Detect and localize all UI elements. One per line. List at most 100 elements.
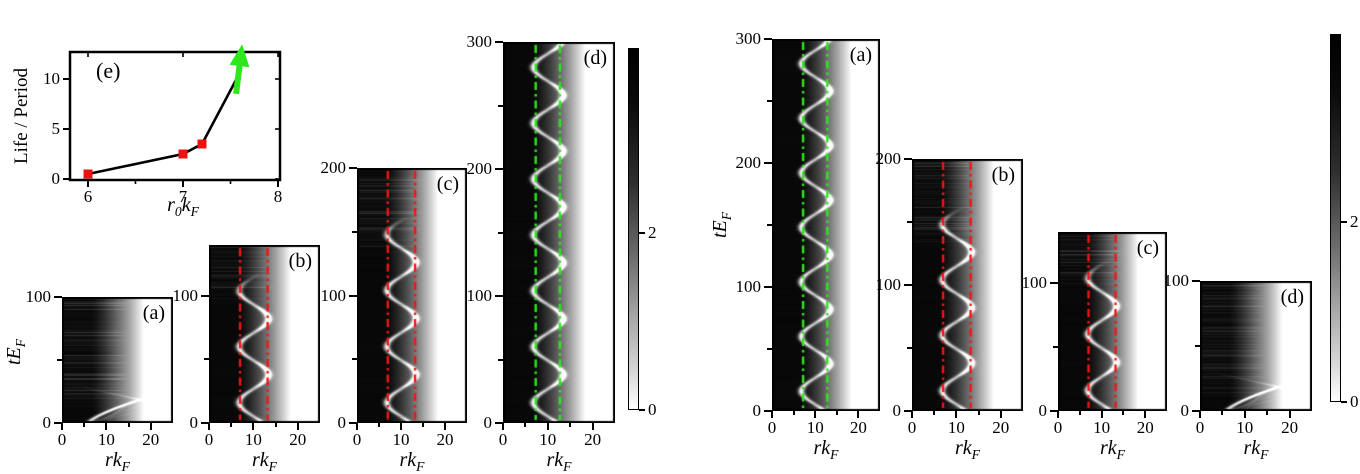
heatmap-panel-c [1058, 232, 1167, 411]
y-tick-mark [764, 410, 772, 412]
y-tick-mark [495, 295, 503, 297]
y-tick-label: 0 [483, 413, 493, 432]
y-minor-tick-mark [767, 348, 772, 350]
y-tick-label: 100 [320, 285, 347, 305]
y-tick-mark [1192, 280, 1200, 282]
x-tick-label: 20 [1281, 418, 1299, 437]
y-tick-mark [1192, 410, 1200, 412]
x-tick-label: 10 [244, 430, 262, 449]
inset-life-period-plot [63, 44, 282, 187]
x-minor-tick-mark [1266, 411, 1269, 415]
x-minor-tick-mark [378, 423, 380, 427]
x-tick-label: 0 [1195, 418, 1205, 437]
heatmap-panel-b [912, 159, 1023, 411]
colorbar [628, 48, 639, 410]
x-tick-label: 10 [806, 418, 824, 437]
colorbar-tick-label: 0 [648, 400, 657, 419]
inset-y-tick-label: 5 [51, 119, 61, 138]
y-tick-mark [495, 41, 503, 43]
y-minor-tick-mark [498, 104, 503, 107]
y-tick-label: 200 [466, 159, 493, 178]
x-minor-tick-mark [274, 423, 277, 427]
inset-data-line [87, 75, 240, 176]
x-tick-label: 0 [57, 430, 67, 449]
y-tick-mark [1050, 410, 1058, 412]
x-minor-tick-mark [422, 423, 424, 427]
y-tick-label: 100 [466, 286, 493, 305]
colorbar-tick-label: 2 [1350, 211, 1359, 231]
x-tick-mark [502, 423, 504, 430]
y-minor-tick-mark [767, 100, 772, 102]
x-tick-label: 10 [1093, 418, 1111, 437]
panel-label: (c) [436, 173, 459, 195]
inset-y-tick-label: 0 [51, 169, 61, 188]
y-tick-mark [349, 167, 357, 169]
heatmap-panel-c [357, 168, 467, 423]
x-tick-label: 10 [97, 430, 115, 449]
x-tick-mark [546, 423, 549, 430]
heatmap-panel-a [772, 39, 880, 411]
y-tick-label: 100 [1163, 271, 1190, 290]
x-tick-mark [444, 423, 446, 430]
x-tick-mark [149, 423, 152, 430]
x-tick-label: 20 [584, 430, 602, 449]
x-minor-tick-mark [792, 411, 795, 415]
colorbar-tick-mark [1341, 401, 1347, 403]
x-axis-label: rkF [813, 437, 839, 462]
x-tick-mark [911, 411, 913, 418]
colorbar-tick-mark [639, 409, 645, 411]
x-minor-tick-mark [230, 423, 233, 427]
x-tick-label: 20 [992, 418, 1010, 437]
y-minor-tick-mark [352, 358, 357, 361]
inset-x-axis-label: r0kF [167, 194, 199, 219]
colorbar-tick-mark [639, 231, 645, 234]
y-tick-label: 100 [735, 277, 762, 296]
x-tick-mark [999, 411, 1002, 418]
x-tick-mark [1144, 411, 1147, 418]
x-tick-label: 0 [498, 430, 508, 449]
x-tick-label: 20 [289, 430, 307, 449]
colorbar [1330, 34, 1341, 402]
y-tick-label: 200 [875, 149, 902, 168]
x-tick-mark [955, 411, 958, 418]
y-tick-mark [1050, 282, 1058, 285]
panel-label: (a) [142, 302, 165, 324]
y-axis-label: tEF [709, 211, 734, 239]
x-minor-tick-mark [524, 423, 527, 427]
y-tick-label: 0 [189, 413, 199, 432]
colorbar-tick-mark [1341, 220, 1347, 223]
x-axis-label: rkF [955, 437, 980, 462]
x-minor-tick-mark [569, 423, 572, 427]
x-tick-mark [1243, 411, 1246, 418]
y-minor-tick-mark [352, 230, 357, 233]
y-tick-mark [904, 410, 912, 412]
y-tick-label: 0 [1180, 401, 1190, 420]
x-axis-label: rkF [546, 449, 572, 474]
y-minor-tick-mark [498, 358, 503, 361]
x-minor-tick-mark [127, 423, 130, 427]
inset-y-axis-label: Life / Period [11, 67, 32, 165]
y-tick-label: 0 [337, 413, 347, 432]
x-minor-tick-mark [835, 411, 838, 415]
x-tick-mark [208, 423, 210, 430]
y-tick-label: 100 [25, 287, 52, 306]
y-tick-label: 0 [892, 401, 902, 420]
y-tick-label: 200 [735, 153, 762, 172]
arrow-shaft [233, 57, 244, 95]
x-minor-tick-mark [1221, 411, 1224, 415]
x-tick-label: 0 [352, 430, 362, 449]
inset-x-tick-label: 6 [83, 187, 93, 206]
arrow-head [229, 44, 250, 68]
x-axis-label: rkF [1243, 437, 1269, 462]
y-minor-tick-mark [1195, 345, 1200, 347]
panel-label: (a) [849, 44, 872, 66]
y-axis-label: tEF [3, 338, 28, 366]
x-tick-mark [857, 411, 860, 418]
x-minor-tick-mark [933, 411, 936, 415]
x-tick-mark [1100, 411, 1103, 418]
heatmap-panel-a [62, 297, 173, 423]
inset-data-point [197, 139, 207, 149]
x-axis-label: rkF [399, 449, 425, 474]
y-minor-tick-mark [907, 347, 912, 349]
x-tick-mark [356, 423, 358, 430]
